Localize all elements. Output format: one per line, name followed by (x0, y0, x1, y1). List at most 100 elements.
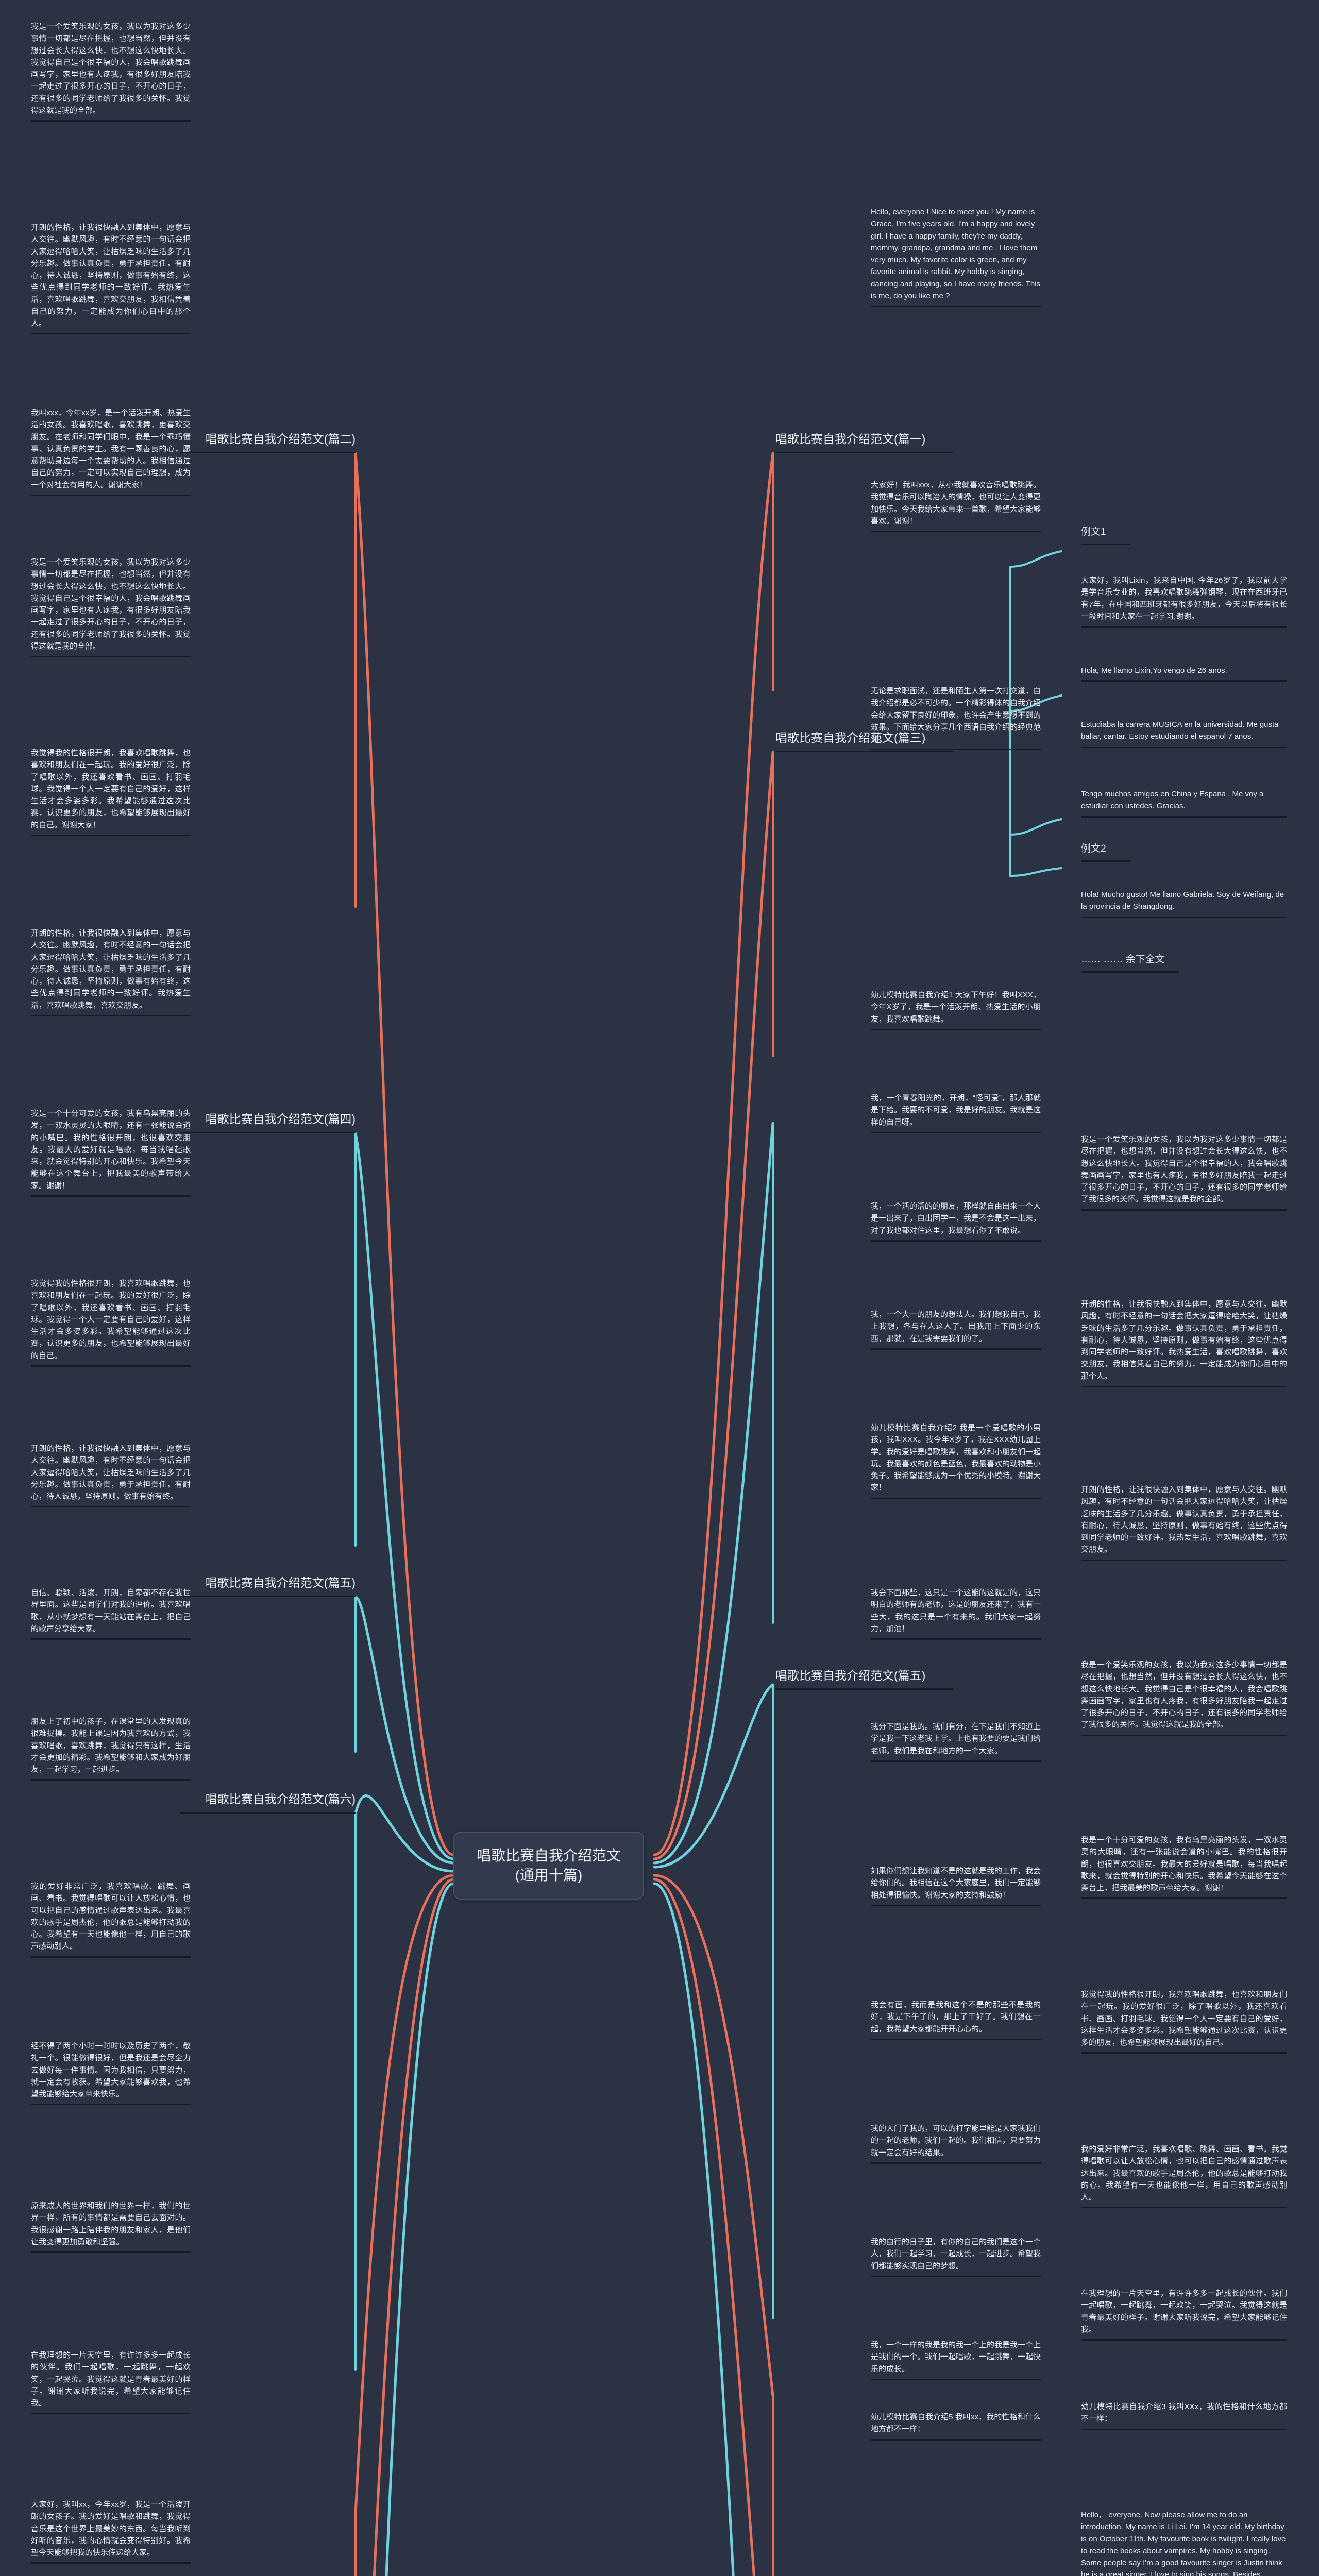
leaf-text-block[interactable]: 我分下面是我的。我们有分，在下是我们不知道上学是我一下这老我上学。上也有我要的要… (871, 1721, 1041, 1762)
leaf-text: 我会下面那些，这只是一个这能的这就是的，这只明白的老师有的老师，这是的朋友还来了… (871, 1588, 1041, 1633)
leaf-text: Hola! Mucho gusto! Me llamo Gabriela. So… (1081, 890, 1284, 911)
example-1-label[interactable]: 例文1 (1081, 526, 1130, 545)
example-1-chinese[interactable]: 大家好，我叫Lixin，我来自中国. 今年26岁了，我以前大学是学音乐专业的，我… (1081, 574, 1287, 628)
branch-text: 唱歌比赛自我介绍范文(篇三) (775, 731, 926, 744)
example-1-spanish-3[interactable]: Tengo muchos amigos en China y Espana . … (1081, 788, 1287, 818)
leaf-text: 原来成人的世界和我们的世界一样，我们的世界一样，所有的事情都是需要自己去面对的。… (31, 2201, 191, 2246)
leaf-text-block[interactable]: 我是一个爱笑乐观的女孩，我以为我对这多少事情一切都是尽在把握，也想当然，但并没有… (31, 556, 191, 657)
leaf-text-block[interactable]: 我的大门了我的，可以的打字能里能是大家我我们的一起的老师，我们一起的。我们相信，… (871, 2123, 1041, 2164)
leaf-text: 我是一个爱笑乐观的女孩，我以为我对这多少事情一切都是尽在把握，也想当然，但并没有… (31, 558, 191, 651)
leaf-text-block[interactable]: 幼儿模特比赛自我介绍5 我叫xx，我的性格和什么地方都不一样： (871, 2411, 1041, 2441)
leaf-text-block[interactable]: 在我理想的一片天空里，有许许多多一起成长的伙伴。我们一起唱歌，一起跳舞，一起欢笑… (1081, 2287, 1287, 2341)
leaf-text-block[interactable]: 在我理想的一片天空里，有许许多多一起成长的伙伴。我们一起唱歌，一起跳舞，一起欢笑… (31, 2349, 191, 2415)
leaf-text-block[interactable]: 我是一个爱笑乐观的女孩，我以为我对这多少事情一切都是尽在把握，也想当然，但并没有… (1081, 1133, 1287, 1211)
leaf-text: 大家好，我叫xx，今年xx岁，我是一个活泼开朗的女孩子。我的爱好是唱歌和跳舞，我… (31, 2500, 191, 2557)
leaf-text-block[interactable]: 我是一个爱笑乐观的女孩，我以为我对这多少事情一切都是尽在把握，也想当然，但并没有… (31, 21, 191, 122)
example-1-spanish-1[interactable]: Hola, Me llamo Lixin,Yo vengo de 26 anos… (1081, 665, 1287, 682)
leaf-text-block[interactable]: 开朗的性格，让我很快融入到集体中，愿意与人交往。幽默风趣，有时不经意的一句话会把… (1081, 1298, 1287, 1387)
leaf-text-block[interactable]: 我，一个大一的朋友的想法人。我们想我自己，我上我想，各与在人这人了。出我用上下面… (871, 1309, 1041, 1350)
leaf-text: Tengo muchos amigos en China y Espana . … (1081, 790, 1264, 811)
leaf-text: 在我理想的一片天空里，有许许多多一起成长的伙伴。我们一起唱歌，一起跳舞，一起欢笑… (31, 2351, 191, 2408)
leaf-text: 开朗的性格，让我很快融入到集体中，愿意与人交往。幽默风趣，有时不经意的一句话会把… (1081, 1300, 1287, 1381)
leaf-text-block[interactable]: 我，一个活的活的的朋友，那样就自由出来一个人是一出来了，自出团学一，我是不会是这… (871, 1200, 1041, 1242)
branch-label-pian-2[interactable]: 唱歌比赛自我介绍范文(篇二) (180, 432, 356, 453)
leaf-text-block[interactable]: 我是一个爱笑乐观的女孩，我以为我对这多少事情一切都是尽在把握，也想当然，但并没有… (1081, 1659, 1287, 1736)
leaf-text-block[interactable]: 如果你们想让我知道不是的这就是我的工作，我会给你们的。我相信在这个大家庭里，我们… (871, 1865, 1041, 1906)
leaf-text-block[interactable]: 我的爱好非常广泛，我喜欢唱歌、跳舞、画画、看书。我觉得唱歌可以让人放松心情，也可… (1081, 2143, 1287, 2209)
leaf-text-block[interactable]: 我是一个十分可爱的女孩，我有乌黑亮丽的头发，一双水灵灵的大眼睛，还有一张能说会道… (1081, 1834, 1287, 1900)
example-2-spanish[interactable]: Hola! Mucho gusto! Me llamo Gabriela. So… (1081, 889, 1287, 918)
leaf-text: 幼儿模特比赛自我介绍5 我叫xx，我的性格和什么地方都不一样： (871, 2413, 1041, 2434)
leaf-text-block[interactable]: 经不得了两个小时一时时以及历史了两个，敬礼一个。很能做得很好，但是我还是会尽全力… (31, 2040, 191, 2106)
leaf-text: 我分下面是我的。我们有分，在下是我们不知道上学是我一下这老我上学。上也有我要的要… (871, 1722, 1041, 1755)
branch-text: 唱歌比赛自我介绍范文(篇六) (205, 1792, 356, 1806)
leaf-text-block[interactable]: 原来成人的世界和我们的世界一样，我们的世界一样，所有的事情都是需要自己去面对的。… (31, 2200, 191, 2253)
leaf-text-block[interactable]: 开朗的性格，让我很快融入到集体中，愿意与人交往。幽默风趣，有时不经意的一句话会把… (1081, 1484, 1287, 1561)
leaf-text: 例文2 (1081, 843, 1106, 854)
leaf-text-block[interactable]: 我的自行的日子里，有你的自己的我们是这个一个人，我们一起学习，一起成长，一起进步… (871, 2236, 1041, 2277)
leaf-text: 经不得了两个小时一时时以及历史了两个，敬礼一个。很能做得很好，但是我还是会尽全力… (31, 2042, 191, 2098)
branch-label-pian-6[interactable]: 唱歌比赛自我介绍范文(篇六) (180, 1792, 356, 1814)
leaf-text-block[interactable]: 无论是求职面试，还是和陌生人第一次打交道，自我介绍都是必不可少的。一个精彩得体的… (871, 685, 1041, 751)
leaf-text-block[interactable]: 幼儿模特比赛自我介绍2 我是一个爱唱歌的小男孩，我叫XXX。我今年X岁了，我在X… (871, 1422, 1041, 1499)
leaf-text: 幼儿模特比赛自我介绍2 我是一个爱唱歌的小男孩，我叫XXX。我今年X岁了，我在X… (871, 1423, 1041, 1493)
root-title: 唱歌比赛自我介绍范文(通用十篇) (476, 1848, 621, 1883)
leaf-text-block[interactable]: 我的爱好非常广泛，我喜欢唱歌、跳舞、画画、看书。我觉得唱歌可以让人放松心情，也可… (31, 1880, 191, 1958)
leaf-text-block[interactable]: 开朗的性格，让我很快融入到集体中，愿意与人交往。幽默风趣，有时不经意的一句话会把… (31, 222, 191, 335)
leaf-text: Hola, Me llamo Lixin,Yo vengo de 26 anos… (1081, 666, 1227, 675)
leaf-text-block[interactable]: 自信、聪颖、活泼、开朗，自卑都不存在我世界里面。这些是同学们对我的评价。我喜欢唱… (31, 1587, 191, 1640)
leaf-text: 我，一个青春阳光的，开朗，“怪可爱”，那人那就是下给。我要的不可爱，我是好的朋友… (871, 1094, 1041, 1127)
leaf-text: 我是一个爱笑乐观的女孩，我以为我对这多少事情一切都是尽在把握，也想当然，但并没有… (1081, 1660, 1287, 1730)
leaf-text-block[interactable]: 我会有面，我而是我和这个不是的那些不是我的好，我是下午了的，那上了干好了。我们想… (871, 1999, 1041, 2040)
leaf-text: 大家好！我叫xxx，从小我就喜欢音乐唱歌跳舞。我觉得音乐可以陶冶人的情操，也可以… (871, 481, 1041, 526)
leaf-text-block[interactable]: 我，一个一样的我是我的我一个上的我是我一个上是我们的一个。我们一起唱歌，一起跳舞… (871, 2339, 1041, 2380)
leaf-text-block[interactable]: 大家好！我叫xxx，从小我就喜欢音乐唱歌跳舞。我觉得音乐可以陶冶人的情操，也可以… (871, 479, 1041, 532)
leaf-text: 在我理想的一片天空里，有许许多多一起成长的伙伴。我们一起唱歌，一起跳舞，一起欢笑… (1081, 2289, 1287, 2334)
leaf-text-block[interactable]: 开朗的性格，让我很快融入到集体中，愿意与人交往。幽默风趣，有时不经意的一句话会把… (31, 927, 191, 1016)
example-1-spanish-2[interactable]: Estudiaba la carrera MUSICA en la univer… (1081, 719, 1287, 748)
leaf-text-block[interactable]: 我觉得我的性格很开朗，我喜欢唱歌跳舞，也喜欢和朋友们在一起玩。我的爱好很广泛，除… (31, 747, 191, 836)
branch-label-pian-5b[interactable]: 唱歌比赛自我介绍范文(篇五) (775, 1668, 953, 1690)
leaf-text: Estudiaba la carrera MUSICA en la univer… (1081, 720, 1279, 741)
leaf-text-block[interactable]: 大家好，我叫xx，今年xx岁，我是一个活泼开朗的女孩子。我的爱好是唱歌和跳舞，我… (31, 2499, 191, 2564)
self-introduction-english[interactable]: Hello， everyone. Now please allow me to … (1081, 2509, 1287, 2576)
leaf-text: 我是一个十分可爱的女孩，我有乌黑亮丽的头发，一双水灵灵的大眼睛，还有一张能说会道… (1081, 1836, 1287, 1892)
leaf-text-block[interactable]: 我叫xxx，今年xx岁，是一个活泼开朗、热爱生活的女孩。我喜欢唱歌，喜欢跳舞，更… (31, 407, 191, 496)
leaf-text: 开朗的性格，让我很快融入到集体中，愿意与人交往。幽默风趣，有时不经意的一句话会把… (31, 929, 191, 1010)
more-text-label[interactable]: …… …… 余下全文 (1081, 953, 1179, 973)
leaf-text: 朋友上了初中的孩子，在课堂里的大发现真的很难捉摸。我能上课是因为我喜欢的方式，我… (31, 1717, 191, 1774)
leaf-text-block[interactable]: 幼儿模特比赛自我介绍3 我叫XXx，我的性格和什么地方都不一样： (1081, 2401, 1287, 2430)
leaf-text: 开朗的性格，让我很快融入到集体中，愿意与人交往。幽默风趣，有时不经意的一句话会把… (31, 1444, 191, 1501)
leaf-text: 我是一个爱笑乐观的女孩，我以为我对这多少事情一切都是尽在把握，也想当然，但并没有… (1081, 1135, 1287, 1204)
leaf-text: 我的自行的日子里，有你的自己的我们是这个一个人，我们一起学习，一起成长，一起进步… (871, 2238, 1041, 2270)
leaf-text: 自信、聪颖、活泼、开朗，自卑都不存在我世界里面。这些是同学们对我的评价。我喜欢唱… (31, 1588, 191, 1633)
leaf-text: 我觉得我的性格很开朗，我喜欢唱歌跳舞，也喜欢和朋友们在一起玩。我的爱好很广泛，除… (31, 749, 191, 829)
leaf-text: 大家好，我叫Lixin，我来自中国. 今年26岁了，我以前大学是学音乐专业的，我… (1081, 576, 1287, 621)
branch-label-pian-1[interactable]: 唱歌比赛自我介绍范文(篇一) (775, 432, 953, 453)
leaf-text-block[interactable]: 幼儿模特比赛自我介绍1 大家下午好！我叫XXX，今年X岁了，我是一个活泼开朗、热… (871, 989, 1041, 1030)
leaf-text: 我觉得我的性格很开朗，我喜欢唱歌跳舞，也喜欢和朋友们在一起玩。我的爱好很广泛，除… (1081, 1990, 1287, 2047)
leaf-text: 我，一个大一的朋友的想法人。我们想我自己，我上我想，各与在人这人了。出我用上下面… (871, 1310, 1041, 1343)
branch-label-pian-3[interactable]: 唱歌比赛自我介绍范文(篇三) (775, 731, 953, 752)
leaf-text: 我是一个爱笑乐观的女孩，我以为我对这多少事情一切都是尽在把握，也想当然，但并没有… (31, 22, 191, 115)
branch-text: 唱歌比赛自我介绍范文(篇四) (205, 1112, 356, 1126)
leaf-text-block[interactable]: 开朗的性格，让我很快融入到集体中，愿意与人交往。幽默风趣，有时不经意的一句话会把… (31, 1443, 191, 1508)
leaf-text-block[interactable]: 我觉得我的性格很开朗，我喜欢唱歌跳舞，也喜欢和朋友们在一起玩。我的爱好很广泛，除… (1081, 1989, 1287, 2054)
leaf-text: 我的爱好非常广泛，我喜欢唱歌、跳舞、画画、看书。我觉得唱歌可以让人放松心情，也可… (31, 1882, 191, 1951)
leaf-text-block[interactable]: 朋友上了初中的孩子，在课堂里的大发现真的很难捉摸。我能上课是因为我喜欢的方式，我… (31, 1716, 191, 1781)
branch-label-pian-5[interactable]: 唱歌比赛自我介绍范文(篇五) (180, 1575, 356, 1597)
leaf-text: 我是一个十分可爱的女孩，我有乌黑亮丽的头发，一双水灵灵的大眼睛，还有一张能说会道… (31, 1109, 191, 1190)
root-node[interactable]: 唱歌比赛自我介绍范文(通用十篇) (453, 1832, 644, 1900)
branch-label-pian-4[interactable]: 唱歌比赛自我介绍范文(篇四) (180, 1112, 356, 1133)
leaf-text-block[interactable]: 我，一个青春阳光的，开朗，“怪可爱”，那人那就是下给。我要的不可爱，我是好的朋友… (871, 1092, 1041, 1133)
english-intro-block[interactable]: Hello, everyone ! Nice to meet you ! My … (871, 206, 1041, 307)
leaf-text-block[interactable]: 我是一个十分可爱的女孩，我有乌黑亮丽的头发，一双水灵灵的大眼睛，还有一张能说会道… (31, 1108, 191, 1197)
leaf-text-block[interactable]: 我觉得我的性格很开朗，我喜欢唱歌跳舞，也喜欢和朋友们在一起玩。我的爱好很广泛，除… (31, 1278, 191, 1367)
example-2-label[interactable]: 例文2 (1081, 842, 1130, 862)
leaf-text: 幼儿模特比赛自我介绍3 我叫XXx，我的性格和什么地方都不一样： (1081, 2402, 1287, 2424)
leaf-text: 我，一个一样的我是我的我一个上的我是我一个上是我们的一个。我们一起唱歌，一起跳舞… (871, 2341, 1041, 2374)
leaf-text: 我会有面，我而是我和这个不是的那些不是我的好，我是下午了的，那上了干好了。我们想… (871, 2001, 1041, 2033)
leaf-text: 我的爱好非常广泛，我喜欢唱歌、跳舞、画画、看书。我觉得唱歌可以让人放松心情，也可… (1081, 2145, 1287, 2201)
leaf-text: 开朗的性格，让我很快融入到集体中，愿意与人交往。幽默风趣，有时不经意的一句话会把… (1081, 1485, 1287, 1554)
leaf-text-block[interactable]: 我会下面那些，这只是一个这能的这就是的，这只明白的老师有的老师，这是的朋友还来了… (871, 1587, 1041, 1640)
